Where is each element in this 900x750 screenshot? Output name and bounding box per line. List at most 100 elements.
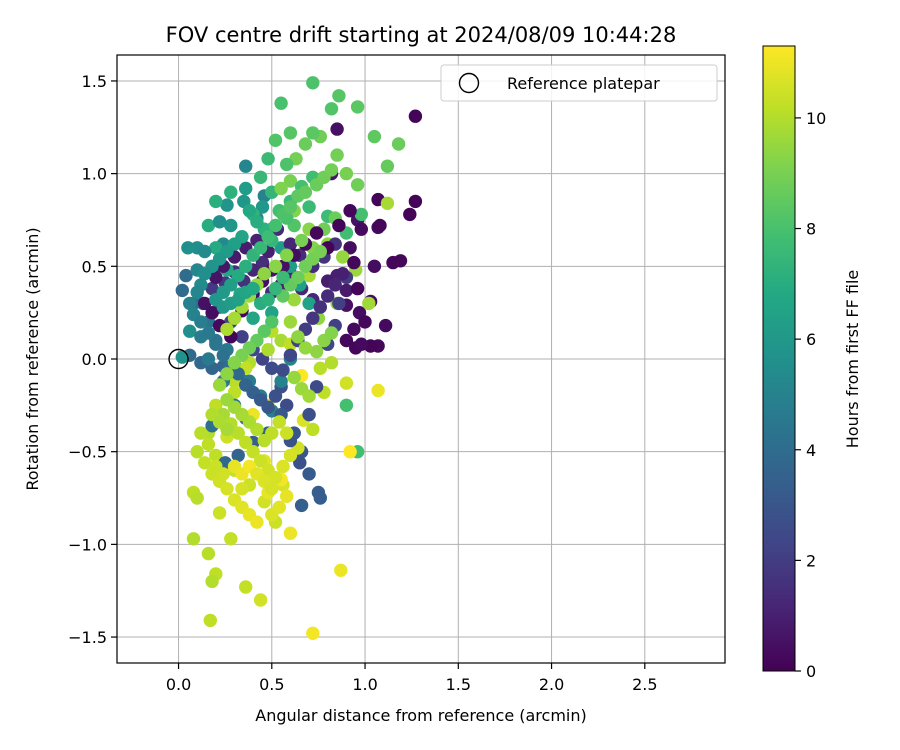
- data-point: [181, 241, 195, 255]
- data-point: [403, 207, 417, 222]
- data-point: [354, 207, 368, 222]
- data-point: [274, 374, 288, 388]
- data-point: [332, 89, 346, 103]
- data-point: [350, 281, 365, 296]
- data-point: [175, 283, 189, 298]
- x-axis-label: Angular distance from reference (arcmin): [255, 706, 586, 725]
- data-point: [380, 196, 395, 210]
- colorbar-tick-label: 0: [806, 662, 816, 681]
- data-point: [283, 126, 298, 140]
- data-point: [268, 281, 283, 296]
- data-point: [330, 148, 344, 162]
- data-point: [294, 233, 309, 248]
- data-point: [253, 170, 268, 184]
- data-point: [239, 435, 253, 450]
- data-point: [239, 259, 253, 273]
- data-point: [371, 383, 385, 398]
- data-point: [268, 389, 283, 403]
- legend-box: [440, 64, 718, 102]
- data-point: [339, 376, 354, 390]
- data-point: [216, 348, 230, 362]
- data-point: [253, 593, 268, 607]
- x-tick-label: 2.0: [539, 675, 564, 694]
- data-point: [291, 330, 305, 344]
- data-point: [313, 300, 327, 314]
- data-point: [224, 278, 238, 292]
- data-point: [261, 293, 275, 307]
- data-point: [336, 267, 350, 281]
- data-point: [298, 137, 313, 151]
- data-point: [212, 215, 227, 229]
- data-points: [175, 76, 423, 640]
- colorbar-tick-label: 6: [806, 330, 816, 349]
- data-point: [283, 237, 298, 251]
- data-point: [350, 100, 365, 114]
- data-point: [253, 241, 268, 255]
- y-tick-label: −1.0: [68, 535, 107, 554]
- data-point: [205, 574, 219, 589]
- data-point: [378, 318, 393, 333]
- data-point: [350, 178, 365, 192]
- data-point: [306, 626, 320, 640]
- data-point: [272, 500, 286, 514]
- data-point: [283, 315, 298, 329]
- legend-marker-reference-platepar: [458, 72, 480, 94]
- reference-platepar-marker: [168, 348, 189, 370]
- data-point: [268, 470, 283, 485]
- data-point: [201, 352, 216, 366]
- data-point: [336, 250, 350, 264]
- y-tick-label: −1.5: [68, 628, 107, 647]
- data-point: [209, 337, 223, 351]
- data-point: [280, 157, 294, 172]
- data-point: [373, 218, 387, 233]
- y-tick-label: 1.5: [82, 72, 107, 91]
- data-point: [190, 285, 204, 299]
- data-point: [386, 255, 400, 270]
- data-point: [231, 268, 245, 283]
- colorbar: 0 2 4 6 8 10 Hours from first FF file: [762, 45, 862, 681]
- data-point: [302, 296, 316, 311]
- data-point: [231, 426, 245, 440]
- y-tick-label: 1.0: [82, 165, 107, 184]
- data-point: [239, 159, 253, 173]
- data-point: [201, 546, 216, 561]
- data-point: [358, 315, 372, 329]
- reference-marker: [168, 348, 189, 370]
- data-point: [205, 281, 219, 296]
- data-point: [239, 181, 253, 196]
- colorbar-ticks: 0 2 4 6 8 10: [795, 109, 826, 681]
- legend: Reference platepar: [440, 64, 718, 102]
- data-point: [198, 267, 212, 281]
- data-point: [339, 398, 354, 412]
- data-point: [224, 218, 238, 233]
- data-point: [190, 445, 204, 459]
- x-tick-label: 0.5: [259, 675, 284, 694]
- data-point: [347, 255, 361, 270]
- data-point: [324, 163, 339, 177]
- data-point: [309, 344, 324, 359]
- data-point: [324, 102, 339, 116]
- data-point: [274, 96, 288, 110]
- y-tick-label: −0.5: [68, 443, 107, 462]
- data-point: [268, 133, 283, 147]
- data-point: [343, 445, 357, 459]
- x-tick-label: 2.5: [632, 675, 657, 694]
- data-point: [224, 185, 238, 199]
- y-axis-ticks: −1.5 −1.0 −0.5 0.0 0.5 1.0 1.5: [68, 72, 117, 647]
- data-point: [257, 324, 271, 338]
- data-point: [201, 218, 216, 233]
- data-point: [293, 456, 307, 470]
- data-point: [280, 426, 294, 440]
- data-point: [220, 422, 234, 437]
- data-point: [261, 230, 275, 244]
- data-point: [268, 259, 283, 273]
- data-point: [339, 283, 354, 298]
- chart-title: FOV centre drift starting at 2024/08/09 …: [166, 23, 677, 47]
- data-point: [242, 204, 257, 218]
- data-point: [328, 278, 342, 292]
- data-point: [224, 532, 238, 546]
- data-point: [265, 361, 279, 375]
- data-point: [309, 226, 324, 240]
- data-point: [298, 185, 313, 199]
- data-point: [209, 448, 223, 463]
